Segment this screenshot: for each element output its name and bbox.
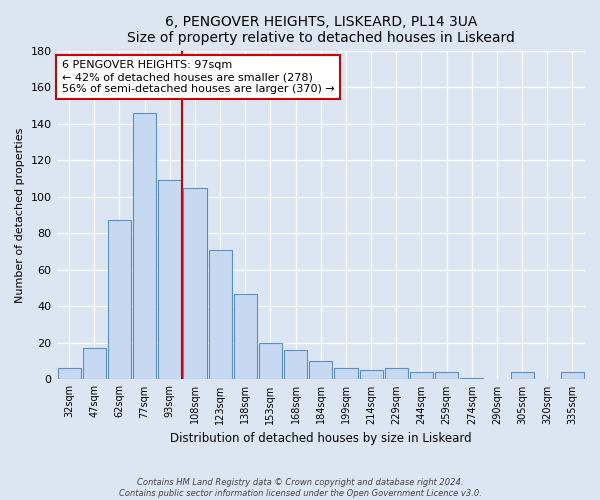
Bar <box>460 378 484 380</box>
Bar <box>561 372 584 380</box>
Bar <box>58 368 80 380</box>
Bar <box>309 361 332 380</box>
Bar <box>184 188 206 380</box>
Text: Contains HM Land Registry data © Crown copyright and database right 2024.
Contai: Contains HM Land Registry data © Crown c… <box>119 478 481 498</box>
Bar <box>259 343 282 380</box>
Title: 6, PENGOVER HEIGHTS, LISKEARD, PL14 3UA
Size of property relative to detached ho: 6, PENGOVER HEIGHTS, LISKEARD, PL14 3UA … <box>127 15 515 45</box>
Bar <box>511 372 533 380</box>
Bar <box>209 250 232 380</box>
Y-axis label: Number of detached properties: Number of detached properties <box>15 128 25 302</box>
Bar <box>284 350 307 380</box>
Bar <box>133 112 156 380</box>
Bar <box>410 372 433 380</box>
Bar <box>83 348 106 380</box>
Bar <box>158 180 181 380</box>
Text: 6 PENGOVER HEIGHTS: 97sqm
← 42% of detached houses are smaller (278)
56% of semi: 6 PENGOVER HEIGHTS: 97sqm ← 42% of detac… <box>62 60 335 94</box>
X-axis label: Distribution of detached houses by size in Liskeard: Distribution of detached houses by size … <box>170 432 472 445</box>
Bar <box>435 372 458 380</box>
Bar <box>385 368 408 380</box>
Bar <box>359 370 383 380</box>
Bar <box>234 294 257 380</box>
Bar <box>334 368 358 380</box>
Bar <box>108 220 131 380</box>
